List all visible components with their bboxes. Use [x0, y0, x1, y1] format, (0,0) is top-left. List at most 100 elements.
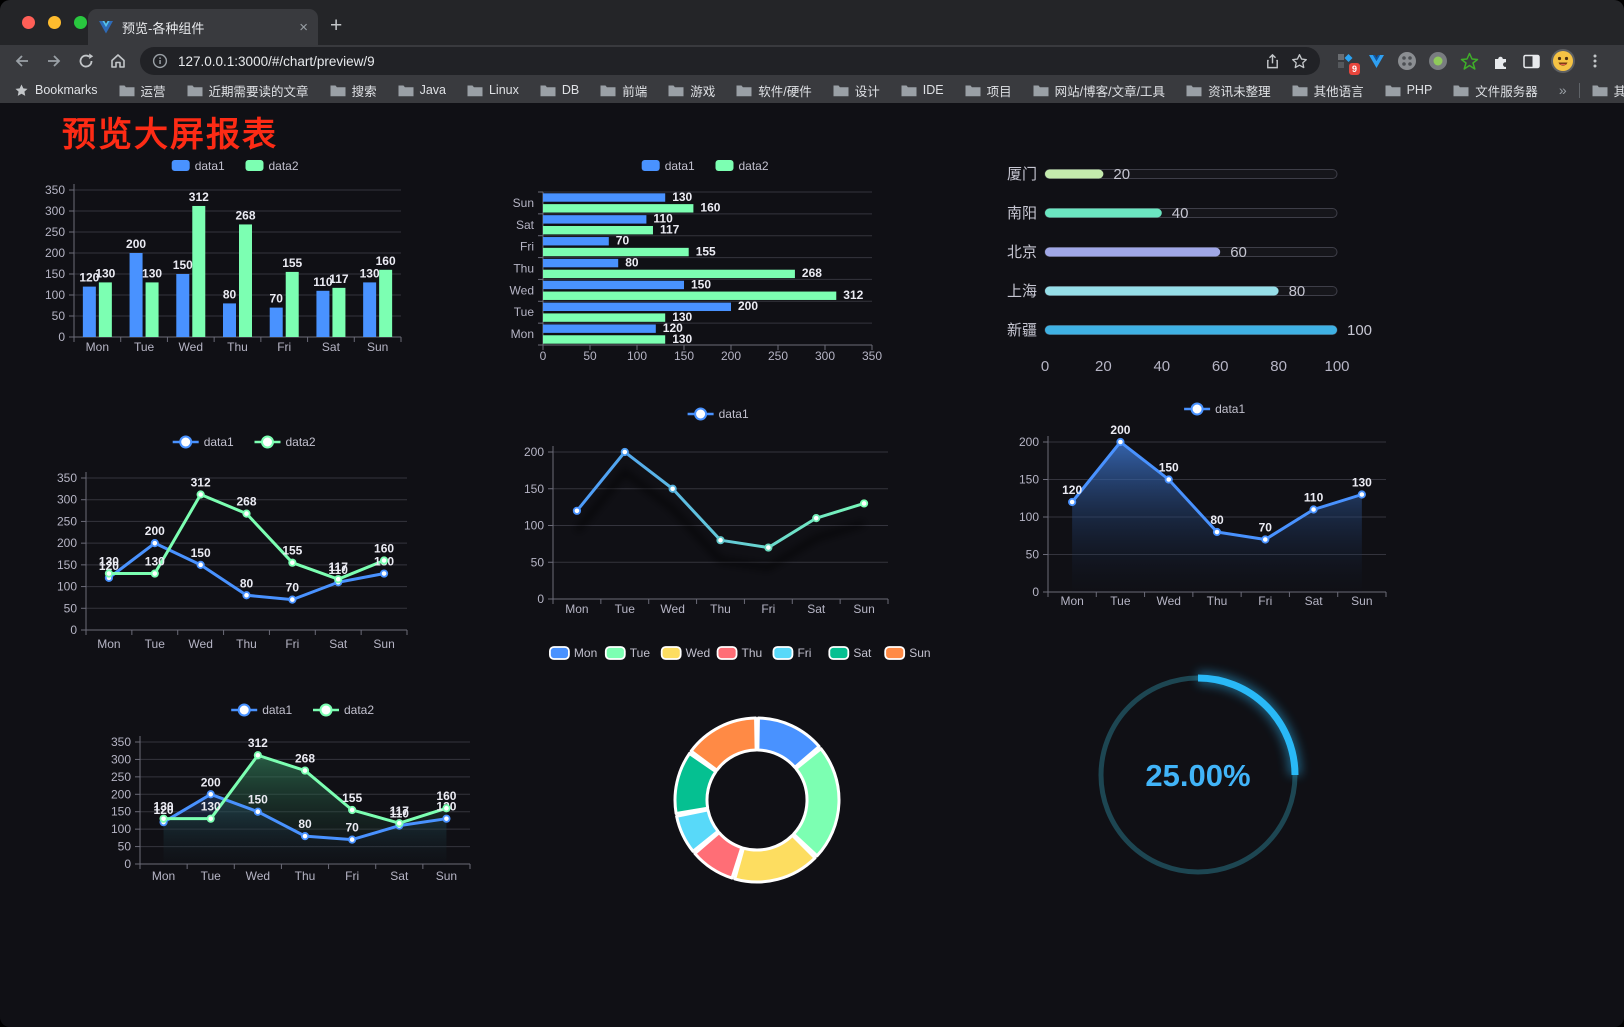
bookmark-folder[interactable]: 软件/硬件 — [736, 81, 812, 100]
folder-icon — [1033, 85, 1049, 96]
profile-avatar[interactable] — [1551, 49, 1575, 73]
svg-text:100: 100 — [57, 580, 77, 594]
address-bar[interactable]: 127.0.0.1:3000/#/chart/preview/9 — [140, 47, 1320, 75]
svg-text:150: 150 — [173, 258, 193, 272]
url-text[interactable]: 127.0.0.1:3000/#/chart/preview/9 — [178, 53, 375, 69]
svg-text:350: 350 — [45, 183, 65, 197]
svg-text:Mon: Mon — [574, 646, 597, 660]
svg-text:200: 200 — [738, 299, 758, 313]
bookmark-folder[interactable]: 文件服务器 — [1453, 81, 1538, 100]
svg-text:150: 150 — [674, 349, 694, 363]
svg-text:厦门: 厦门 — [1007, 166, 1037, 183]
share-icon[interactable] — [1264, 53, 1281, 70]
back-button[interactable] — [8, 47, 36, 75]
svg-text:50: 50 — [583, 349, 597, 363]
svg-text:150: 150 — [691, 277, 711, 291]
svg-text:100: 100 — [1347, 322, 1372, 339]
bookmark-folder[interactable]: Java — [398, 81, 446, 100]
extension-circle-icon[interactable] — [1396, 50, 1418, 72]
extension-grid-icon[interactable]: 9 — [1334, 50, 1360, 75]
bookmark-folder[interactable]: IDE — [901, 81, 944, 100]
svg-text:0: 0 — [58, 330, 65, 344]
svg-text:80: 80 — [1270, 358, 1287, 375]
close-window-button[interactable] — [22, 16, 35, 29]
svg-text:Tue: Tue — [201, 869, 222, 883]
chart-line-gradient[interactable]: 0 50 100 150 200 Mon Tue Wed Thu Fri Sat Sun data1 — [510, 400, 900, 620]
svg-text:Tue: Tue — [615, 602, 636, 616]
browser-menu-icon[interactable] — [1584, 50, 1606, 72]
svg-text:130: 130 — [99, 555, 119, 569]
folder-icon — [540, 85, 556, 96]
svg-text:110: 110 — [390, 807, 410, 821]
svg-text:Sat: Sat — [329, 637, 348, 651]
folder-icon — [1592, 85, 1608, 96]
bookmark-star-icon[interactable] — [1291, 53, 1308, 70]
bookmarks-root[interactable]: Bookmarks — [14, 83, 98, 98]
extension-star-icon[interactable] — [1458, 50, 1480, 72]
bookmark-folder[interactable]: Linux — [467, 81, 519, 100]
svg-text:300: 300 — [111, 752, 131, 766]
folder-icon — [600, 85, 616, 96]
chart-line-two-series[interactable]: 0 50 100 150 200 250 300 350 Mon Tue Wed Thu Fri Sat S… — [40, 426, 440, 661]
bookmark-folder[interactable]: 前端 — [600, 81, 647, 100]
other-bookmarks[interactable]: 其他书签 — [1592, 81, 1624, 100]
svg-text:data2: data2 — [739, 159, 769, 173]
new-tab-button[interactable]: + — [330, 14, 343, 37]
chart-line-area[interactable]: 0 50 100 150 200 Mon Tue Wed Thu Fri Sat Sun data1 12… — [1000, 393, 1400, 618]
svg-text:250: 250 — [111, 770, 131, 784]
svg-text:250: 250 — [768, 349, 788, 363]
svg-text:100: 100 — [627, 349, 647, 363]
chart-line-area-two[interactable]: 0 50 100 150 200 250 300 350 Mon Tue Wed Thu Fri Sat S… — [95, 680, 495, 910]
bookmark-folder[interactable]: 游戏 — [668, 81, 715, 100]
bookmark-folder[interactable]: DB — [540, 81, 579, 100]
svg-text:Thu: Thu — [295, 869, 316, 883]
svg-text:Thu: Thu — [710, 602, 731, 616]
svg-text:data1: data1 — [1215, 402, 1245, 416]
bookmark-folder[interactable]: 其他语言 — [1292, 81, 1364, 100]
side-panel-icon[interactable] — [1520, 50, 1542, 72]
svg-text:120: 120 — [99, 559, 119, 573]
vue-devtools-icon[interactable] — [1365, 50, 1387, 72]
bookmark-folder[interactable]: PHP — [1385, 81, 1432, 100]
home-button[interactable] — [104, 47, 132, 75]
extensions-puzzle-icon[interactable] — [1489, 50, 1511, 72]
svg-text:Mon: Mon — [97, 637, 120, 651]
svg-text:150: 150 — [191, 546, 211, 560]
bookmark-folder[interactable]: 项目 — [965, 81, 1012, 100]
bookmark-folder[interactable]: 网站/博客/文章/工具 — [1033, 81, 1165, 100]
extension-record-icon[interactable] — [1427, 50, 1449, 72]
svg-text:150: 150 — [248, 793, 268, 807]
svg-text:80: 80 — [298, 817, 312, 831]
svg-text:0: 0 — [70, 623, 77, 637]
folder-icon — [901, 85, 917, 96]
chart-progress-bars[interactable]: 厦门 20 南阳 40 北京 60 上海 80 新疆 100 0 20 40 60 80 100 — [980, 150, 1400, 382]
reload-button[interactable] — [72, 47, 100, 75]
svg-text:100: 100 — [1019, 510, 1039, 524]
bookmark-folder[interactable]: 搜索 — [330, 81, 377, 100]
svg-text:150: 150 — [1019, 473, 1039, 487]
bookmark-folder[interactable]: 运营 — [119, 81, 166, 100]
bookmark-folder[interactable]: 资讯未整理 — [1186, 81, 1271, 100]
tab-close-icon[interactable]: × — [299, 18, 308, 36]
svg-text:data2: data2 — [286, 435, 316, 449]
bookmarks-star-icon — [15, 84, 28, 96]
forward-button[interactable] — [40, 47, 68, 75]
minimize-window-button[interactable] — [48, 16, 61, 29]
browser-tab[interactable]: 预览-各种组件 × — [88, 9, 318, 45]
bookmark-folder[interactable]: 近期需要读的文章 — [187, 81, 309, 100]
svg-text:Wed: Wed — [246, 869, 270, 883]
chart-donut[interactable]: Mon Tue Wed Thu Fri Sat Sun — [545, 638, 945, 890]
site-info-icon[interactable] — [152, 53, 168, 69]
svg-text:60: 60 — [1230, 244, 1247, 261]
window-controls — [22, 16, 87, 29]
svg-text:Mon: Mon — [86, 340, 109, 354]
bookmark-folder[interactable]: 设计 — [833, 81, 880, 100]
svg-text:20: 20 — [1095, 358, 1112, 375]
chart-bar-horizontal[interactable]: data1 data2 0 50 100 150 200 250 300 350 Mon 120 130… — [500, 146, 900, 374]
chart-gauge[interactable]: 25.00% — [1078, 655, 1318, 895]
chart-bar-vertical[interactable]: 0 50 100 150 200 250 300 350 Mon Tue Wed Thu Fri Sat S… — [40, 148, 460, 366]
svg-text:117: 117 — [329, 272, 349, 286]
bookmarks-overflow-chevron[interactable]: » — [1558, 82, 1567, 98]
maximize-window-button[interactable] — [74, 16, 87, 29]
svg-text:40: 40 — [1172, 205, 1189, 222]
